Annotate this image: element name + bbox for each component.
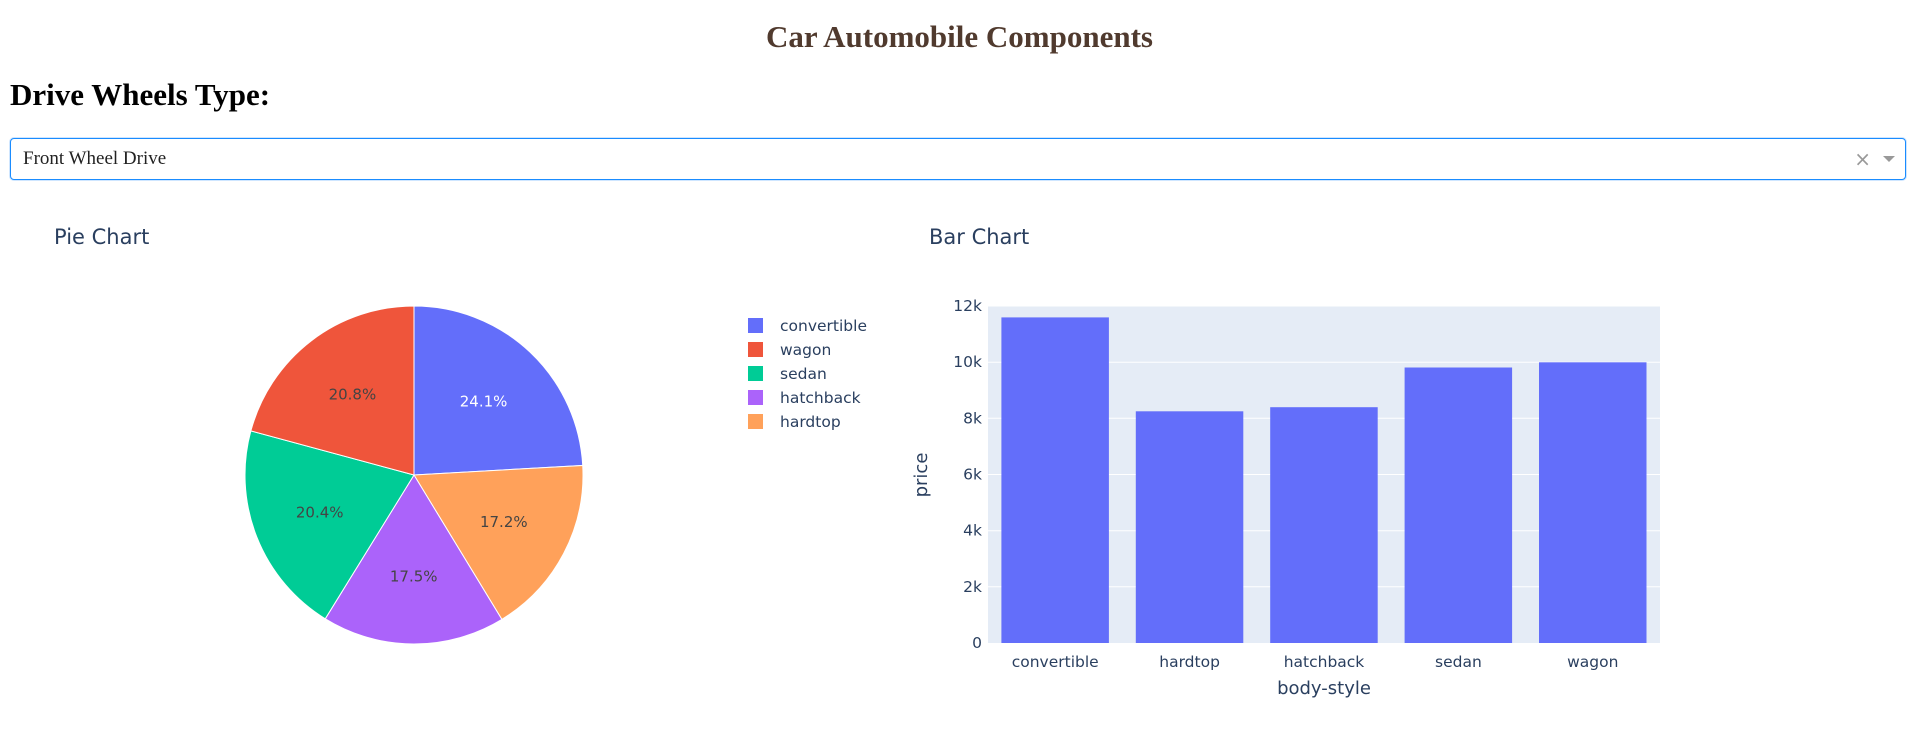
pie-chart-title: Pie Chart <box>54 225 149 249</box>
drive-wheels-dropdown[interactable]: Front Wheel Drive × <box>10 138 1906 180</box>
dropdown-selected-value: Front Wheel Drive <box>23 148 167 169</box>
chevron-down-icon[interactable] <box>1883 156 1895 162</box>
bar-y-tick-label: 0 <box>972 634 982 652</box>
legend-label-convertible[interactable]: convertible <box>780 317 867 335</box>
bar-y-tick-label: 4k <box>963 522 982 540</box>
legend-label-hatchback[interactable]: hatchback <box>780 389 861 407</box>
drive-wheels-label: Drive Wheels Type: <box>10 77 271 112</box>
bar-y-tick-label: 6k <box>963 466 982 484</box>
bar-bars <box>1001 317 1647 644</box>
legend-swatch-wagon[interactable] <box>748 342 763 357</box>
legend-swatch-hardtop[interactable] <box>748 414 763 429</box>
bar-x-tick-label-sedan: sedan <box>1435 653 1482 671</box>
bar-x-ticks: convertible hardtop hatchback sedan wagon <box>1012 653 1619 671</box>
pie-slice-label-convertible: 24.1% <box>460 392 508 410</box>
pie-slice-label-hatchback: 17.5% <box>390 567 438 585</box>
bar-sedan[interactable] <box>1404 367 1513 644</box>
bar-convertible[interactable] <box>1001 317 1109 643</box>
pie-slice-label-hardtop: 17.2% <box>480 513 528 531</box>
legend-swatch-hatchback[interactable] <box>748 390 763 405</box>
pie-slice-convertible[interactable] <box>413 305 584 476</box>
pie-slice-wagon[interactable] <box>250 305 415 476</box>
legend-label-sedan[interactable]: sedan <box>780 365 827 383</box>
pie-slices <box>244 305 584 645</box>
bar-y-ticks: 0 2k 4k 6k 8k 10k 12k <box>953 297 982 652</box>
bar-y-tick-label: 12k <box>953 297 982 315</box>
pie-slice-labels: 24.1% 17.2% 17.5% 20.4% 20.8% <box>296 386 528 586</box>
bar-x-axis-title: body-style <box>1277 678 1371 699</box>
bar-y-tick-label: 2k <box>963 578 982 596</box>
bar-hatchback[interactable] <box>1270 407 1378 643</box>
legend-swatch-sedan[interactable] <box>748 366 763 381</box>
bar-x-tick-label-convertible: convertible <box>1012 653 1099 671</box>
pie-slice-label-sedan: 20.4% <box>296 503 344 521</box>
bar-chart: Bar Chart 0 2k 4k 6k 8k 10k 12k convertible har… <box>911 225 1660 699</box>
bar-y-tick-label: 8k <box>963 409 982 427</box>
legend-label-hardtop[interactable]: hardtop <box>780 413 841 431</box>
bar-x-tick-label-wagon: wagon <box>1567 653 1618 671</box>
bar-y-tick-label: 10k <box>953 353 982 371</box>
bar-hardtop[interactable] <box>1135 411 1244 643</box>
page-title: Car Automobile Components <box>766 19 1153 54</box>
bar-x-tick-label-hardtop: hardtop <box>1159 653 1220 671</box>
bar-y-axis-title: price <box>911 453 932 498</box>
legend-label-wagon[interactable]: wagon <box>780 341 831 359</box>
clear-icon[interactable]: × <box>1854 147 1871 171</box>
pie-slice-sedan[interactable] <box>244 430 415 620</box>
pie-slice-hatchback[interactable] <box>324 474 503 645</box>
legend-swatch-convertible[interactable] <box>748 318 763 333</box>
bar-x-tick-label-hatchback: hatchback <box>1284 653 1365 671</box>
bar-chart-title: Bar Chart <box>929 225 1029 249</box>
pie-slice-hardtop[interactable] <box>413 464 584 621</box>
pie-legend: convertible wagon sedan hatchback hardtop <box>748 317 867 431</box>
bar-wagon[interactable] <box>1539 362 1647 643</box>
pie-chart: Pie Chart 24.1% 17.2% 17.5% 20.4% 20.8% conv… <box>54 225 867 645</box>
pie-slice-label-wagon: 20.8% <box>329 386 377 404</box>
